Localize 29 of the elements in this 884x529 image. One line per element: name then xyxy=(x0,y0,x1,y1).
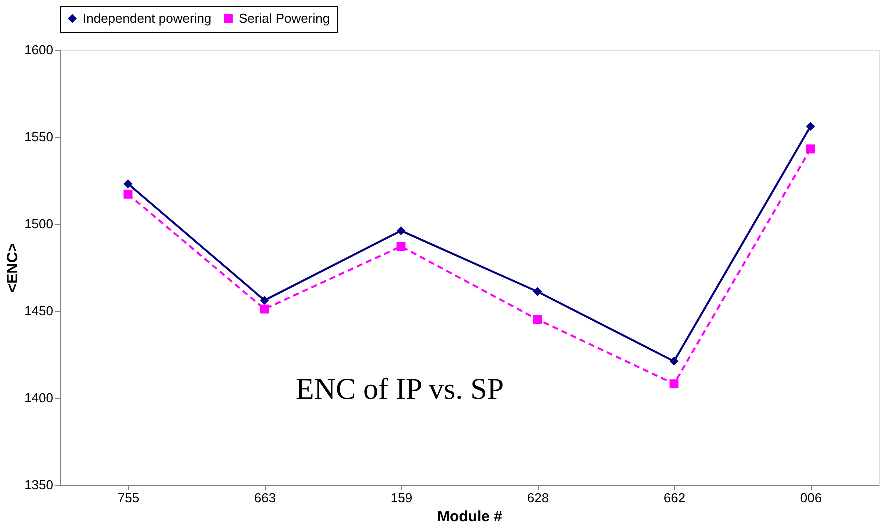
x-tick-label: 006 xyxy=(800,490,822,506)
point xyxy=(260,304,270,314)
y-tick-label: 1550 xyxy=(24,130,54,144)
point xyxy=(670,356,679,366)
point xyxy=(533,315,542,324)
y-axis-title: <ENC> xyxy=(4,243,22,293)
point xyxy=(124,180,133,188)
y-tick-label: 1500 xyxy=(24,216,54,232)
x-axis-title: Module # xyxy=(437,508,504,526)
x-tick-label: 663 xyxy=(254,490,276,506)
x-tick-label: 628 xyxy=(527,490,550,506)
point xyxy=(806,144,816,154)
point xyxy=(260,296,270,306)
point xyxy=(806,122,816,132)
x-tick-label: 662 xyxy=(664,490,686,506)
y-tick-label: 1600 xyxy=(24,42,54,58)
x-tick-label: 755 xyxy=(118,490,140,506)
y-tick-label: 1450 xyxy=(24,304,54,318)
text: ENC of IP vs. SP xyxy=(296,373,504,406)
point xyxy=(533,287,542,296)
point xyxy=(396,226,406,236)
legend-label: Serial Powering xyxy=(239,10,330,26)
legend-label: Independent powering xyxy=(83,10,212,26)
y-tick-label: 1350 xyxy=(24,478,54,492)
point xyxy=(124,190,133,199)
point xyxy=(670,380,679,389)
point xyxy=(396,242,406,252)
x-tick-label: 159 xyxy=(390,490,413,506)
y-tick-label: 1400 xyxy=(24,390,54,406)
